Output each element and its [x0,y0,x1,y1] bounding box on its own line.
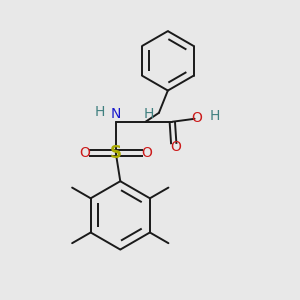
Text: H: H [94,105,105,119]
Text: S: S [110,144,122,162]
Text: O: O [79,146,90,160]
Text: H: H [143,107,154,121]
Text: O: O [142,146,152,160]
Text: N: N [111,107,121,121]
Text: O: O [191,111,203,125]
Text: O: O [171,140,182,154]
Text: H: H [210,110,220,123]
